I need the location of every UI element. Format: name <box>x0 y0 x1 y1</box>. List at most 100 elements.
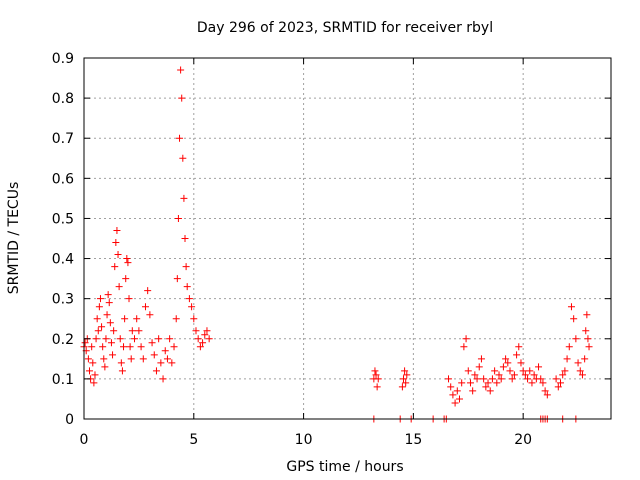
data-point <box>121 315 129 323</box>
data-point <box>574 359 582 367</box>
data-point <box>584 335 592 343</box>
data-point <box>583 311 591 319</box>
data-point <box>106 319 114 327</box>
y-tick-labels: 0 0.1 0.2 0.3 0.4 0.5 0.6 0.7 0.8 0.9 <box>52 51 74 428</box>
data-point <box>506 367 514 375</box>
data-point <box>111 263 119 271</box>
plot-frame <box>83 57 612 420</box>
data-point <box>170 343 178 351</box>
data-point <box>107 339 115 347</box>
y-tick-label: 0.4 <box>52 252 74 268</box>
x-tick-label: 15 <box>404 432 422 448</box>
data-point <box>462 335 470 343</box>
data-point <box>177 66 185 74</box>
data-point <box>131 335 139 343</box>
data-point <box>196 343 204 351</box>
data-point <box>192 327 200 335</box>
y-tick-label: 0.7 <box>52 131 74 147</box>
data-point <box>166 335 174 343</box>
data-point <box>199 339 207 347</box>
y-tick-label: 0.9 <box>52 51 74 67</box>
data-point <box>486 387 494 395</box>
data-point <box>445 375 453 383</box>
data-point <box>372 371 380 379</box>
data-point <box>578 371 586 379</box>
data-point <box>148 339 156 347</box>
grid-lines <box>84 58 611 419</box>
x-axis-title: GPS time / hours <box>286 459 403 475</box>
data-point <box>543 391 551 399</box>
data-point <box>110 327 118 335</box>
data-point <box>180 194 188 202</box>
data-point <box>477 355 485 363</box>
data-point <box>128 327 136 335</box>
chart-title: Day 296 of 2023, SRMTID for receiver rby… <box>197 20 493 36</box>
x-tick-label: 10 <box>295 432 313 448</box>
axis-ticks <box>83 57 611 420</box>
data-point <box>537 375 545 383</box>
data-point <box>510 371 518 379</box>
data-point <box>447 383 455 391</box>
data-point <box>90 379 98 387</box>
data-point <box>482 383 490 391</box>
data-point <box>576 367 584 375</box>
data-point <box>118 367 126 375</box>
data-point <box>539 379 547 387</box>
data-point <box>508 375 516 383</box>
data-point <box>183 283 191 291</box>
x-tick-label: 20 <box>514 432 532 448</box>
data-point <box>155 335 163 343</box>
data-point <box>139 355 147 363</box>
data-point <box>488 375 496 383</box>
data-point <box>471 371 479 379</box>
data-point <box>480 375 488 383</box>
data-point <box>174 214 182 222</box>
data-point <box>102 335 110 343</box>
data-point <box>563 355 571 363</box>
data-point <box>484 379 492 387</box>
data-point <box>112 239 120 247</box>
data-point <box>125 295 133 303</box>
data-point <box>89 359 97 367</box>
data-point <box>398 383 406 391</box>
data-point <box>88 343 96 351</box>
data-point <box>99 343 107 351</box>
data-point <box>135 327 143 335</box>
data-point <box>526 367 534 375</box>
data-point <box>124 259 132 267</box>
data-point <box>168 359 176 367</box>
data-point <box>146 311 154 319</box>
data-point <box>105 299 113 307</box>
data-point <box>504 359 512 367</box>
y-axis-title: SRMTID / TECUs <box>6 182 22 295</box>
data-point <box>96 295 104 303</box>
data-point <box>179 154 187 162</box>
data-point <box>185 295 193 303</box>
data-point <box>190 315 198 323</box>
data-point <box>528 379 536 387</box>
data-point <box>91 371 99 379</box>
data-point <box>495 371 503 379</box>
data-point <box>402 379 410 387</box>
data-point <box>157 359 165 367</box>
data-points <box>80 66 593 423</box>
data-point <box>371 367 379 375</box>
data-point <box>116 335 124 343</box>
data-point <box>178 94 186 102</box>
data-point <box>81 339 89 347</box>
data-point <box>103 311 111 319</box>
data-point <box>144 287 152 295</box>
data-point <box>122 275 130 283</box>
data-point <box>491 367 499 375</box>
data-point <box>469 387 477 395</box>
y-tick-label: 0.5 <box>52 211 74 227</box>
data-point <box>152 367 160 375</box>
data-point <box>141 303 149 311</box>
data-point <box>114 251 122 259</box>
data-point <box>455 395 463 403</box>
data-point <box>84 355 92 363</box>
data-point <box>449 391 457 399</box>
x-tick-label: 5 <box>189 432 198 448</box>
data-point <box>104 291 112 299</box>
